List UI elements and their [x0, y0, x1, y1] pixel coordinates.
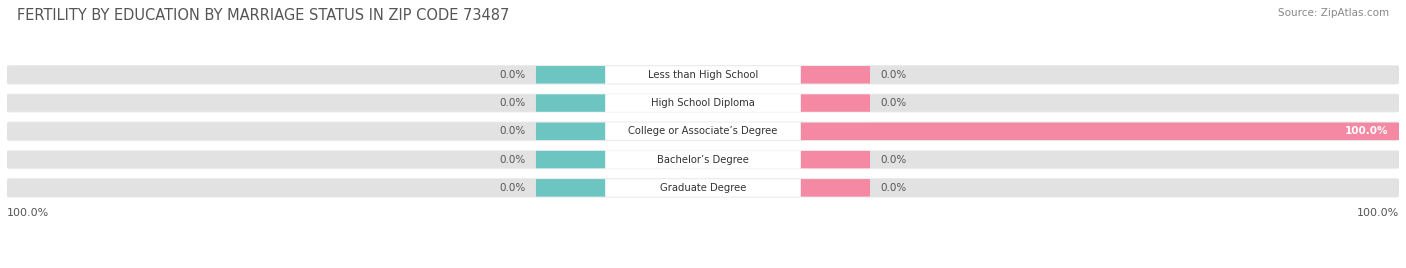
FancyBboxPatch shape [800, 94, 870, 112]
FancyBboxPatch shape [870, 66, 1399, 84]
FancyBboxPatch shape [800, 179, 870, 197]
FancyBboxPatch shape [536, 179, 606, 197]
Text: Graduate Degree: Graduate Degree [659, 183, 747, 193]
FancyBboxPatch shape [7, 64, 1399, 86]
FancyBboxPatch shape [536, 122, 606, 140]
Text: 100.0%: 100.0% [1346, 126, 1389, 136]
FancyBboxPatch shape [536, 66, 606, 84]
FancyBboxPatch shape [7, 94, 536, 112]
FancyBboxPatch shape [800, 122, 870, 140]
FancyBboxPatch shape [870, 179, 1399, 197]
Text: 0.0%: 0.0% [880, 155, 907, 165]
FancyBboxPatch shape [800, 151, 870, 168]
FancyBboxPatch shape [536, 151, 606, 168]
FancyBboxPatch shape [606, 123, 800, 140]
Text: 0.0%: 0.0% [880, 70, 907, 80]
FancyBboxPatch shape [870, 151, 1399, 168]
FancyBboxPatch shape [7, 122, 536, 140]
FancyBboxPatch shape [7, 148, 1399, 171]
Text: College or Associate’s Degree: College or Associate’s Degree [628, 126, 778, 136]
FancyBboxPatch shape [7, 177, 1399, 199]
FancyBboxPatch shape [606, 179, 800, 196]
FancyBboxPatch shape [7, 66, 536, 84]
FancyBboxPatch shape [870, 122, 1399, 140]
FancyBboxPatch shape [606, 151, 800, 168]
Text: 100.0%: 100.0% [1357, 208, 1399, 218]
FancyBboxPatch shape [536, 94, 606, 112]
Text: 100.0%: 100.0% [7, 208, 49, 218]
FancyBboxPatch shape [800, 66, 870, 84]
Text: High School Diploma: High School Diploma [651, 98, 755, 108]
Text: 0.0%: 0.0% [499, 126, 526, 136]
FancyBboxPatch shape [870, 122, 1399, 140]
Text: 0.0%: 0.0% [499, 70, 526, 80]
Text: 0.0%: 0.0% [880, 183, 907, 193]
Text: Source: ZipAtlas.com: Source: ZipAtlas.com [1278, 8, 1389, 18]
FancyBboxPatch shape [606, 66, 800, 83]
FancyBboxPatch shape [7, 151, 536, 168]
FancyBboxPatch shape [7, 92, 1399, 114]
FancyBboxPatch shape [7, 179, 536, 197]
Text: FERTILITY BY EDUCATION BY MARRIAGE STATUS IN ZIP CODE 73487: FERTILITY BY EDUCATION BY MARRIAGE STATU… [17, 8, 509, 23]
Text: Bachelor’s Degree: Bachelor’s Degree [657, 155, 749, 165]
Text: 0.0%: 0.0% [880, 98, 907, 108]
Text: 0.0%: 0.0% [499, 183, 526, 193]
FancyBboxPatch shape [7, 120, 1399, 142]
Text: Less than High School: Less than High School [648, 70, 758, 80]
Text: 0.0%: 0.0% [499, 155, 526, 165]
FancyBboxPatch shape [606, 95, 800, 111]
Text: 0.0%: 0.0% [499, 98, 526, 108]
FancyBboxPatch shape [870, 94, 1399, 112]
